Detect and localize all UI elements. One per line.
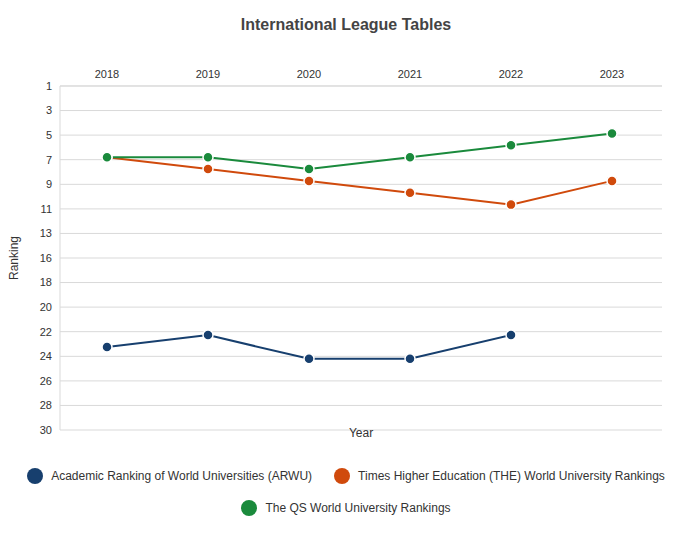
svg-text:20: 20	[40, 301, 52, 313]
svg-text:11: 11	[41, 203, 52, 215]
svg-text:1: 1	[46, 80, 52, 92]
svg-text:18: 18	[40, 276, 52, 288]
svg-text:Ranking: Ranking	[7, 236, 21, 280]
html-text:Academic Ranking of World Univ: Academic Ranking of World Universities (…	[51, 469, 313, 483]
svg-text:2023: 2023	[600, 68, 624, 80]
svg-text:26: 26	[40, 375, 52, 387]
html-text:Times Higher Education (THE) W: Times Higher Education (THE) World Unive…	[358, 469, 665, 483]
svg-text:2019: 2019	[196, 68, 220, 80]
svg-text:16: 16	[40, 252, 52, 264]
svg-text:2021: 2021	[398, 68, 422, 80]
html-text:Year: Year	[348, 426, 374, 440]
html-text:The QS World University Rankin: The QS World University Rankings	[265, 501, 451, 515]
svg-text:3: 3	[46, 104, 52, 116]
svg-text:2022: 2022	[499, 68, 523, 80]
svg-text:28: 28	[40, 399, 52, 411]
svg-text:9: 9	[46, 178, 52, 190]
svg-text:2018: 2018	[95, 68, 119, 80]
html-text:International League Tables: International League Tables	[240, 16, 452, 33]
svg-text:24: 24	[40, 350, 52, 362]
svg-text:22: 22	[40, 326, 52, 338]
svg-text:2020: 2020	[297, 68, 321, 80]
svg-text:5: 5	[46, 129, 52, 141]
svg-text:13: 13	[40, 227, 52, 239]
svg-text:30: 30	[40, 424, 52, 436]
svg-text:7: 7	[46, 154, 52, 166]
